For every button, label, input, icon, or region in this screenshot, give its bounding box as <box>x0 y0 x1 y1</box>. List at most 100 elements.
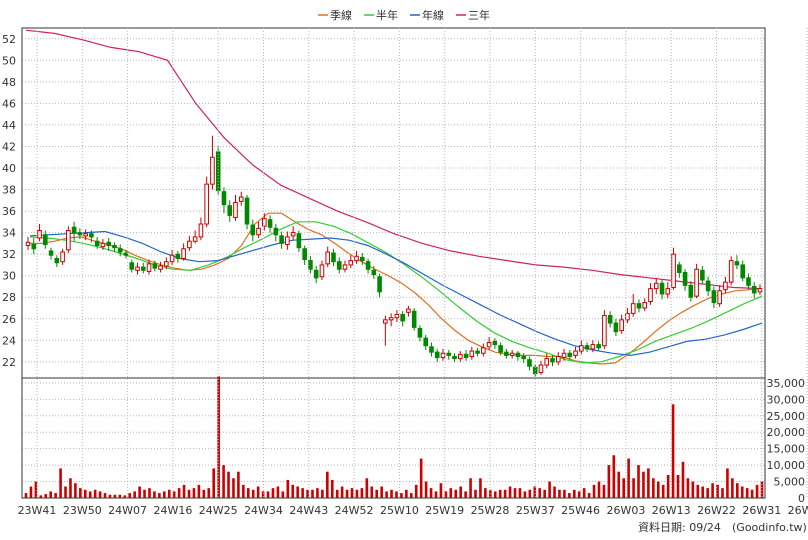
volume-bar <box>246 488 250 498</box>
volume-bar <box>163 491 166 498</box>
volume-bar <box>587 493 591 498</box>
candle <box>717 285 722 307</box>
volume-bar <box>39 495 43 498</box>
price-tick-label: 46 <box>2 97 16 110</box>
candle <box>550 355 555 367</box>
candle <box>383 315 388 346</box>
volume-bar <box>83 489 87 498</box>
volume-bar <box>513 488 517 498</box>
volume-bar <box>148 488 151 498</box>
candle <box>573 346 578 359</box>
volume-bar <box>518 488 522 498</box>
price-tick-label: 44 <box>2 119 16 132</box>
volume-tick-label: 5,000 <box>774 476 806 489</box>
volume-bar <box>444 491 448 498</box>
volume-bar <box>597 481 601 498</box>
volume-bar <box>326 471 329 498</box>
volume-bar <box>503 489 507 498</box>
candle <box>308 256 313 274</box>
candle <box>371 266 377 279</box>
candle <box>746 273 751 290</box>
volume-bar <box>701 486 705 498</box>
price-panel: 22 24 26 28 30 32 34 36 38 40 42 44 46 48 50 52 <box>2 27 766 379</box>
volume-bar <box>108 494 112 498</box>
candle <box>210 135 215 190</box>
volume-bar <box>543 489 546 498</box>
volume-bar <box>563 489 566 498</box>
candle <box>129 259 135 273</box>
candle <box>492 338 498 349</box>
candle <box>71 221 77 242</box>
volume-bar <box>577 491 581 498</box>
volume-bar <box>429 488 433 498</box>
candle <box>504 348 509 359</box>
price-tick-label: 28 <box>2 291 16 304</box>
volume-bar <box>469 478 472 498</box>
volume-bar <box>350 488 354 498</box>
series-line-季線 <box>28 212 763 365</box>
candle <box>100 239 106 250</box>
x-tick-label: 25W19 <box>425 504 464 517</box>
legend-label: 年線 <box>422 8 444 22</box>
candle <box>89 230 94 243</box>
legend: 季線 半年 年線 三年 <box>318 8 490 22</box>
candle <box>233 194 238 221</box>
candle <box>77 228 83 240</box>
candle <box>596 341 601 352</box>
volume-bar <box>54 493 57 498</box>
volume-bar <box>642 471 645 498</box>
volume-bar <box>167 489 171 498</box>
volume-bar <box>612 455 616 498</box>
candle <box>377 273 382 298</box>
volume-bar <box>133 491 136 498</box>
volume-bar <box>568 493 571 498</box>
candle <box>285 231 290 250</box>
volume-bar <box>321 489 324 498</box>
volume-bar <box>637 465 640 498</box>
volume-tick-label: 0 <box>798 492 805 505</box>
candle <box>734 255 740 270</box>
candle <box>740 260 746 282</box>
price-tick-label: 52 <box>2 33 16 46</box>
volume-bar <box>508 486 512 498</box>
volume-bar <box>128 493 132 498</box>
candle <box>135 262 140 275</box>
candle <box>60 248 65 265</box>
price-tick-label: 42 <box>2 140 16 153</box>
x-tick-label: 26W39 <box>788 504 808 517</box>
volume-bar <box>212 468 216 498</box>
legend-item-季線: 季線 <box>318 8 352 22</box>
volume-bar <box>340 486 344 498</box>
volume-bar <box>138 486 141 498</box>
volume-bar <box>736 483 739 498</box>
x-tick-label: 24W43 <box>289 504 328 517</box>
volume-bar <box>316 488 319 498</box>
volume-frame <box>21 377 766 499</box>
candle <box>140 262 146 274</box>
candle <box>267 215 273 233</box>
candle <box>336 257 342 274</box>
volume-bar <box>602 484 606 498</box>
volume-bar <box>123 495 127 498</box>
volume-bar <box>271 488 275 498</box>
volume-bar <box>281 491 285 498</box>
candle <box>146 259 152 275</box>
volume-bar <box>291 484 295 498</box>
legend-item-年線: 年線 <box>410 8 444 22</box>
candle <box>411 308 417 331</box>
candle <box>469 346 475 360</box>
volume-bar <box>311 489 314 498</box>
volume-bar <box>286 479 290 498</box>
x-tick-label: 24W25 <box>199 504 238 517</box>
candle <box>619 314 624 334</box>
candle <box>417 325 423 342</box>
volume-bar <box>726 468 729 498</box>
volume-bar <box>464 491 467 498</box>
x-tick-label: 25W10 <box>380 504 419 517</box>
candle <box>325 246 331 268</box>
candle <box>359 253 365 265</box>
volume-tick-label: 20,000 <box>767 426 806 439</box>
candle <box>331 248 336 266</box>
legend-label: 半年 <box>376 8 398 22</box>
candle <box>31 238 37 255</box>
